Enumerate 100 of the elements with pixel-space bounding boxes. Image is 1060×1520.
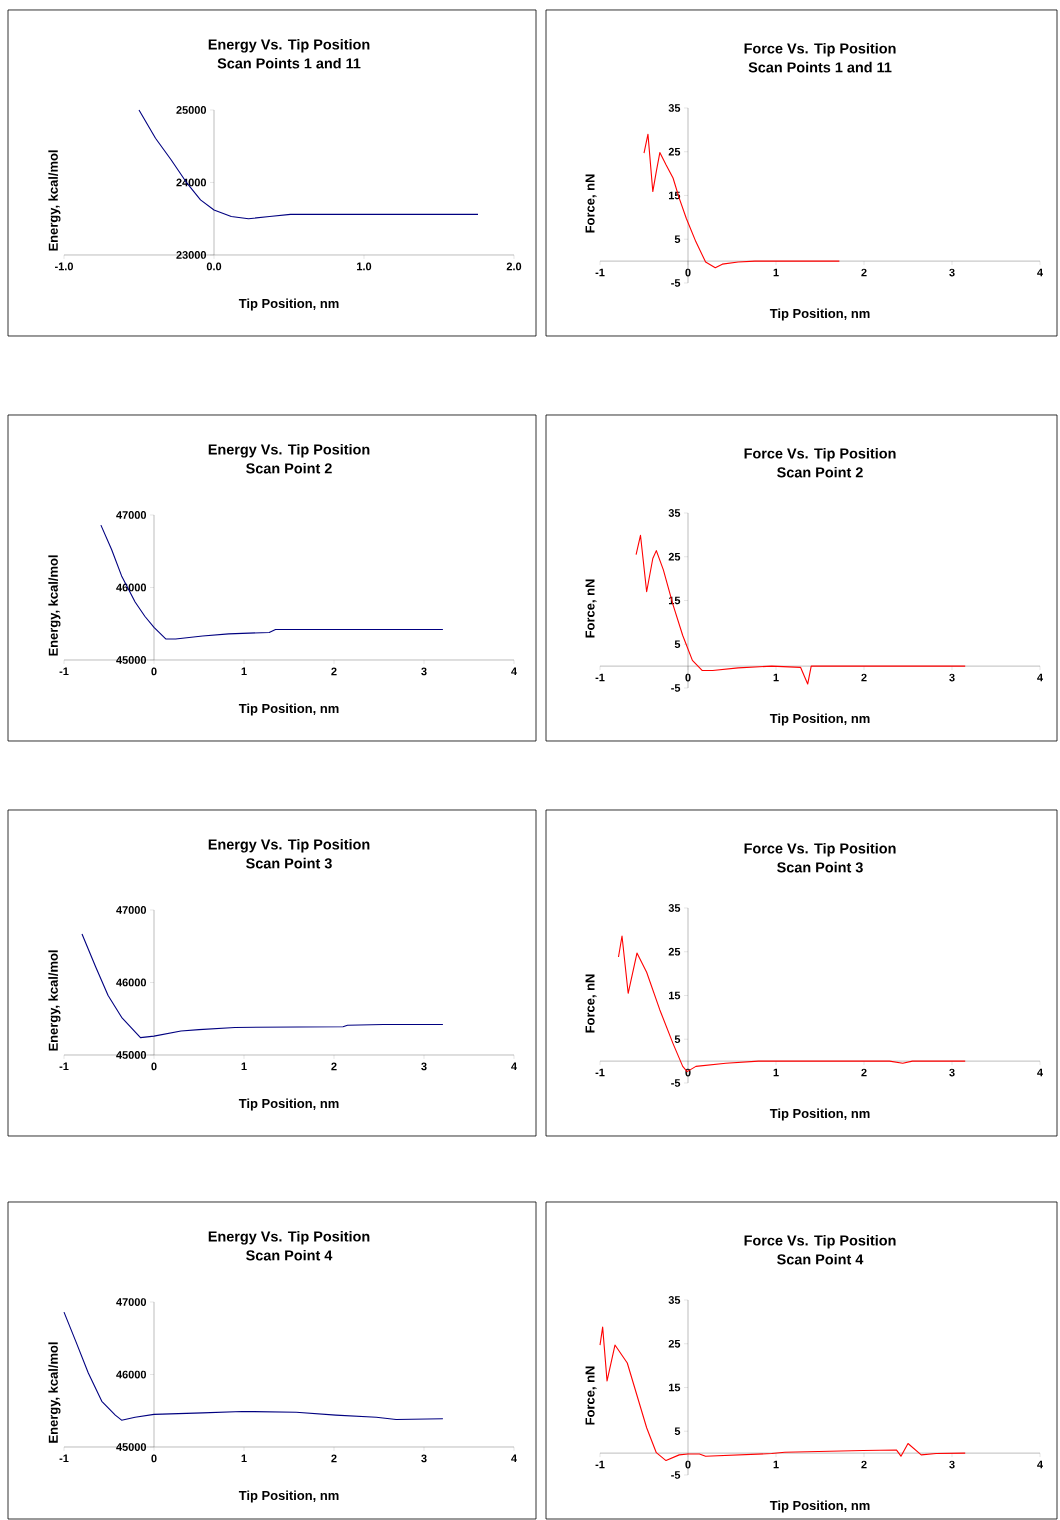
- y-tick-label: 45000: [116, 1443, 147, 1451]
- y-tick-label: 5: [674, 235, 681, 244]
- y-tick-label: 25: [668, 947, 681, 956]
- x-axis-title: Tip Position, nm: [769, 308, 870, 321]
- chart-title: Force Vs. Tip Position: [744, 447, 896, 462]
- line-series: [599, 1326, 966, 1462]
- line-series: [643, 133, 840, 269]
- x-axis-title: Tip Position, nm: [238, 1490, 339, 1503]
- x-tick-label: -1.0: [54, 262, 73, 271]
- y-tick-label: 45000: [116, 1051, 147, 1059]
- y-tick-label: 47000: [116, 906, 147, 914]
- x-axis-title: Tip Position, nm: [238, 1098, 339, 1111]
- x-tick-label: 2: [861, 1460, 867, 1469]
- x-tick-label: 3: [949, 673, 955, 682]
- chart-title: Energy Vs. Tip Position: [208, 443, 370, 458]
- x-tick-label: -1: [595, 1460, 605, 1469]
- x-axis-title: Tip Position, nm: [769, 1500, 870, 1513]
- x-tick-label: 1.0: [357, 262, 372, 271]
- chart-title: Energy Vs. Tip Position: [208, 838, 370, 853]
- chart-subtitle: Scan Point 2: [777, 466, 863, 478]
- x-tick-label: 2.0: [506, 262, 522, 271]
- y-tick-label: 35: [668, 904, 681, 912]
- x-tick-label: 1: [241, 1454, 247, 1463]
- chart-title: Force Vs. Tip Position: [744, 42, 896, 57]
- y-axis-title: Force, nN: [585, 174, 597, 233]
- x-tick-label: 1: [773, 673, 779, 682]
- chart-title: Force Vs. Tip Position: [744, 1234, 896, 1249]
- y-tick-label: 25000: [176, 106, 207, 114]
- x-tick-label: 0: [151, 1062, 157, 1071]
- chart-subtitle: Scan Points 1 and 11: [217, 57, 361, 69]
- x-tick-label: 4: [1037, 1068, 1043, 1077]
- line-series: [81, 933, 444, 1039]
- x-tick-label: -1: [59, 1454, 69, 1463]
- x-tick-label: 2: [331, 1454, 337, 1463]
- y-axis-title: Energy, kcal/mol: [48, 1342, 61, 1443]
- x-tick-label: 1: [773, 268, 779, 277]
- x-tick-label: 1: [773, 1460, 779, 1469]
- x-axis-title: Tip Position, nm: [769, 1108, 870, 1121]
- y-tick-label: 47000: [116, 1298, 147, 1306]
- chart-title: Force Vs. Tip Position: [744, 842, 896, 857]
- x-tick-label: 0: [685, 1460, 691, 1469]
- y-tick-label: 5: [674, 1427, 681, 1436]
- x-tick-label: 1: [241, 1062, 247, 1071]
- y-tick-label: 5: [674, 1035, 681, 1044]
- y-tick-label: 25: [668, 147, 681, 156]
- x-tick-label: 2: [861, 268, 867, 277]
- y-tick-label: 47000: [116, 511, 147, 519]
- y-tick-label: 23000: [176, 251, 207, 259]
- x-tick-label: 1: [241, 667, 247, 676]
- chart-subtitle: Scan Point 4: [246, 1249, 333, 1261]
- y-tick-label: 46000: [116, 1370, 147, 1379]
- x-tick-label: 3: [949, 1068, 955, 1077]
- x-tick-label: 1: [773, 1068, 779, 1077]
- x-tick-label: 2: [331, 1062, 337, 1071]
- y-axis-title: Energy, kcal/mol: [48, 555, 61, 656]
- chart-subtitle: Scan Point 3: [246, 857, 332, 869]
- x-axis-title: Tip Position, nm: [238, 703, 339, 716]
- y-tick-label: 25: [668, 1339, 681, 1348]
- y-tick-label: 46000: [116, 978, 147, 987]
- x-axis-title: Tip Position, nm: [238, 298, 339, 311]
- x-tick-label: 4: [1037, 1460, 1043, 1469]
- x-tick-label: 0: [151, 667, 157, 676]
- chart-title: Energy Vs. Tip Position: [208, 38, 370, 53]
- x-axis-title: Tip Position, nm: [769, 713, 870, 726]
- x-tick-label: -1: [595, 673, 605, 682]
- x-tick-label: 3: [421, 667, 427, 676]
- chart-subtitle: Scan Point 4: [777, 1253, 864, 1265]
- y-tick-label: -5: [671, 279, 681, 287]
- y-tick-label: 25: [668, 552, 681, 561]
- y-axis-title: Force, nN: [585, 579, 597, 638]
- y-tick-label: 45000: [116, 656, 147, 664]
- x-tick-label: 0: [685, 268, 691, 277]
- y-tick-label: 5: [674, 640, 681, 649]
- x-tick-label: 0: [685, 673, 691, 682]
- y-axis-title: Force, nN: [585, 1366, 597, 1425]
- y-tick-label: 35: [668, 509, 681, 517]
- y-tick-label: -5: [671, 684, 681, 692]
- chart-subtitle: Scan Point 3: [777, 861, 863, 873]
- x-tick-label: 4: [511, 1454, 517, 1463]
- line-series: [100, 524, 444, 640]
- y-tick-label: 35: [668, 104, 681, 112]
- x-tick-label: 4: [511, 1062, 517, 1071]
- x-tick-label: -1: [59, 667, 69, 676]
- y-tick-label: 35: [668, 1296, 681, 1304]
- x-tick-label: 2: [861, 1068, 867, 1077]
- chart-subtitle: Scan Point 2: [246, 462, 332, 474]
- x-tick-label: 0: [151, 1454, 157, 1463]
- x-tick-label: 4: [1037, 268, 1043, 277]
- line-series: [635, 534, 966, 685]
- line-series: [63, 1311, 444, 1421]
- y-tick-label: -5: [671, 1079, 681, 1087]
- x-tick-label: 3: [421, 1062, 427, 1071]
- y-tick-label: -5: [671, 1471, 681, 1479]
- x-tick-label: 3: [421, 1454, 427, 1463]
- y-tick-label: 15: [668, 991, 681, 1000]
- x-tick-label: 2: [861, 673, 867, 682]
- x-tick-label: -1: [595, 1068, 605, 1077]
- x-tick-label: -1: [595, 268, 605, 277]
- y-axis-title: Force, nN: [585, 974, 597, 1033]
- y-axis-title: Energy, kcal/mol: [48, 150, 61, 251]
